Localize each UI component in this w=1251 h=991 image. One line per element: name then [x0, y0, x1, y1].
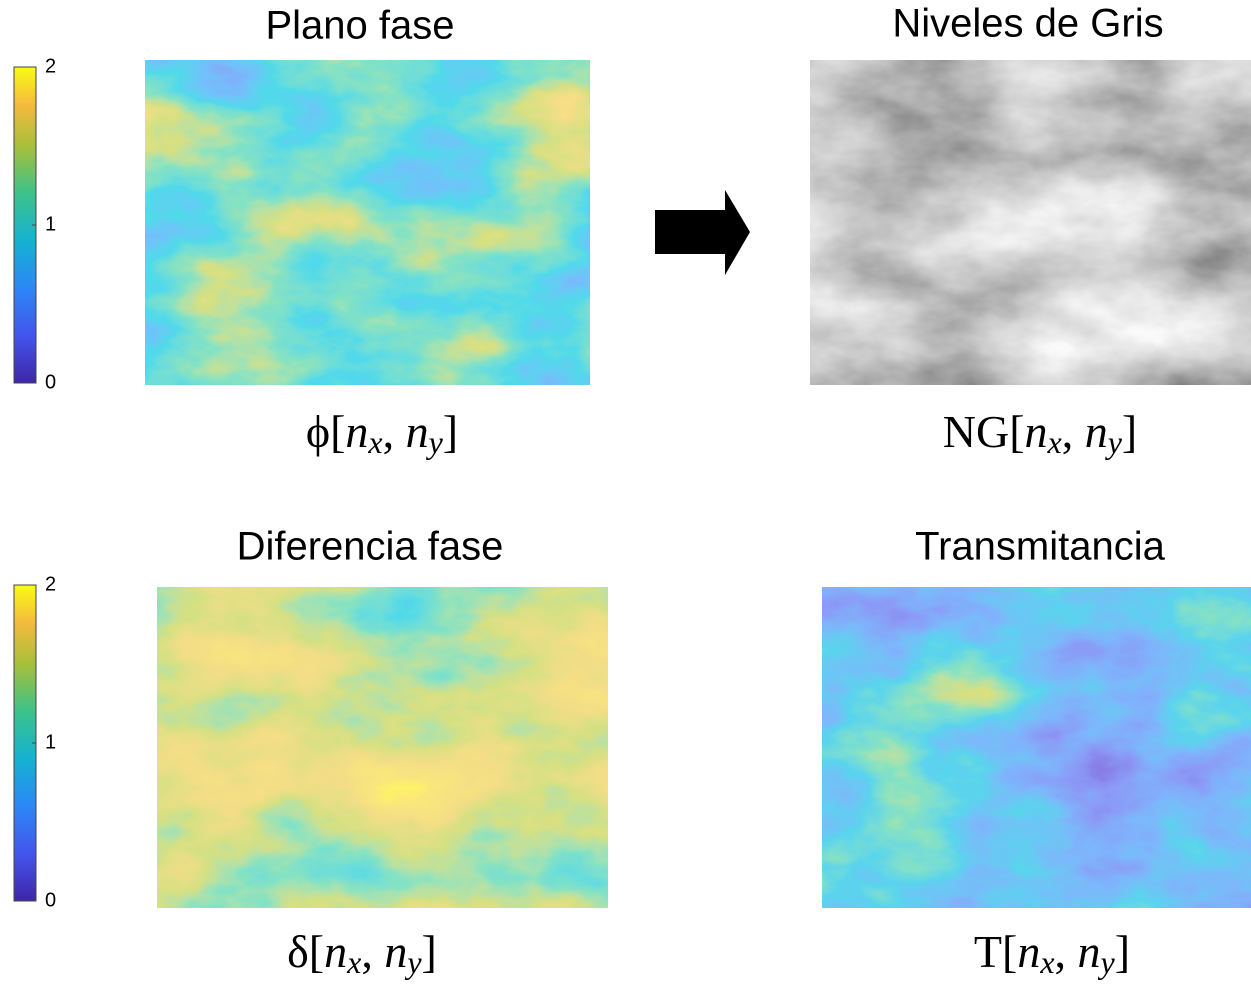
math-part: n [1078, 926, 1101, 977]
gray-image [810, 60, 1251, 385]
math-part: ] [1122, 406, 1137, 457]
math-part: n [1085, 406, 1108, 457]
math-part: n [406, 406, 429, 457]
math-part: , [383, 406, 406, 457]
math-part: NG[ [943, 406, 1025, 457]
math-part: n [1017, 926, 1040, 977]
math-part: n [345, 406, 368, 457]
math-part: , [1062, 406, 1085, 457]
tick-label: 0 [45, 889, 56, 911]
panel-title: Plano fase [265, 4, 454, 48]
tick-label: 0 [45, 371, 56, 393]
math-part: n [324, 926, 347, 977]
math-part: x [1047, 424, 1062, 460]
math-part: y [404, 944, 422, 980]
math-part: y [1105, 424, 1123, 460]
tick-label: 2 [45, 55, 56, 77]
transmittance-image [822, 587, 1251, 908]
difference-image [157, 587, 608, 908]
tick-label: 1 [45, 731, 56, 753]
panel-title: Niveles de Gris [892, 2, 1163, 46]
math-part: ϕ[ [306, 406, 346, 457]
math-part: T[ [974, 926, 1017, 977]
math-part: δ[ [287, 926, 324, 977]
math-part: , [361, 926, 384, 977]
figure: Plano fase Niveles de Gris Diferencia fa… [0, 0, 1251, 986]
math-part: ] [443, 406, 458, 457]
math-part: , [1055, 926, 1078, 977]
math-part: x [346, 944, 361, 980]
math-part: y [426, 424, 444, 460]
arrow [655, 190, 750, 275]
math-part: n [384, 926, 407, 977]
panel-title: Transmitancia [915, 525, 1165, 569]
math-label: δ[nx, ny] [287, 926, 437, 981]
panel-title: Diferencia fase [237, 525, 504, 569]
phase-image [145, 60, 590, 385]
math-part: ] [1115, 926, 1130, 977]
math-label: NG[nx, ny] [943, 406, 1138, 461]
tick-label: 2 [45, 573, 56, 595]
math-part: n [1025, 406, 1048, 457]
math-label: ϕ[nx, ny] [306, 406, 458, 461]
math-part: x [367, 424, 382, 460]
math-part: ] [422, 926, 437, 977]
math-part: x [1039, 944, 1054, 980]
math-part: y [1098, 944, 1116, 980]
math-label: T[nx, ny] [974, 926, 1130, 981]
tick-label: 1 [45, 213, 56, 235]
